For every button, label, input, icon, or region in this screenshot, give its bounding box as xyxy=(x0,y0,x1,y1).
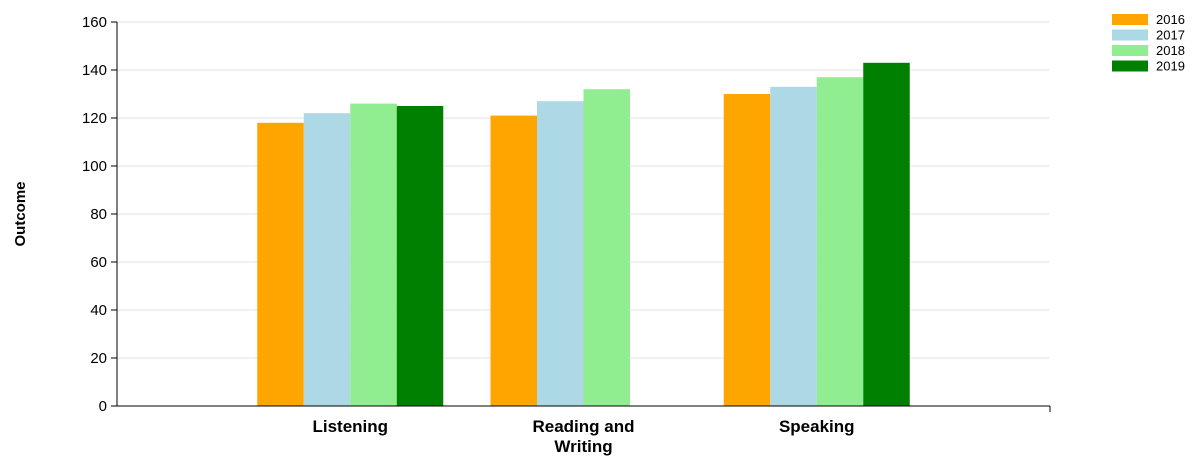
y-tick-label: 60 xyxy=(90,254,107,271)
y-tick-label: 140 xyxy=(82,62,107,79)
y-tick-label: 160 xyxy=(82,14,107,31)
x-category-label: Listening xyxy=(312,417,388,436)
x-category-label-line: Listening xyxy=(312,417,388,436)
legend-swatch-2018 xyxy=(1112,45,1148,56)
legend-label-2019: 2019 xyxy=(1156,59,1185,74)
axes: 0 20 40 60 80 100 120 140 160 Listening Reading an… xyxy=(82,14,1051,456)
bar-2017-speaking xyxy=(770,86,817,407)
bars xyxy=(257,62,910,407)
bar-2016-listening xyxy=(257,122,304,407)
y-tick-label: 40 xyxy=(90,302,107,319)
legend-label-2017: 2017 xyxy=(1156,28,1185,43)
x-category-label: Speaking xyxy=(779,417,855,436)
bar-2016-speaking xyxy=(723,94,771,406)
bar-2018-reading-and-writing xyxy=(583,89,630,406)
y-tick-label: 100 xyxy=(82,158,107,175)
x-category-label: Reading and Writing xyxy=(532,417,634,456)
x-category-label-line: Speaking xyxy=(779,417,855,436)
bar-2017-reading-and-writing xyxy=(537,101,584,406)
bar-2019-speaking xyxy=(863,62,910,407)
legend-swatch-2017 xyxy=(1112,29,1148,41)
y-tick-label: 80 xyxy=(90,206,107,223)
x-category-label-line: Reading and xyxy=(532,417,634,436)
legend-label-2018: 2018 xyxy=(1156,43,1185,58)
bar-2016-reading-and-writing xyxy=(490,115,537,406)
bar-2018-speaking xyxy=(816,77,864,406)
legend-swatch-2016 xyxy=(1112,14,1148,25)
x-category-label-line: Writing xyxy=(554,437,612,456)
legend-label-2016: 2016 xyxy=(1156,12,1185,27)
bar-2019-listening xyxy=(396,106,444,406)
y-tick-label: 0 xyxy=(99,398,107,415)
y-tick-label: 120 xyxy=(82,110,107,127)
legend-swatch-2019 xyxy=(1112,60,1148,72)
y-tick-label: 20 xyxy=(90,350,107,367)
bar-2018-listening xyxy=(350,103,397,406)
bar-2017-listening xyxy=(303,113,351,406)
y-axis-label: Outcome xyxy=(12,181,29,246)
